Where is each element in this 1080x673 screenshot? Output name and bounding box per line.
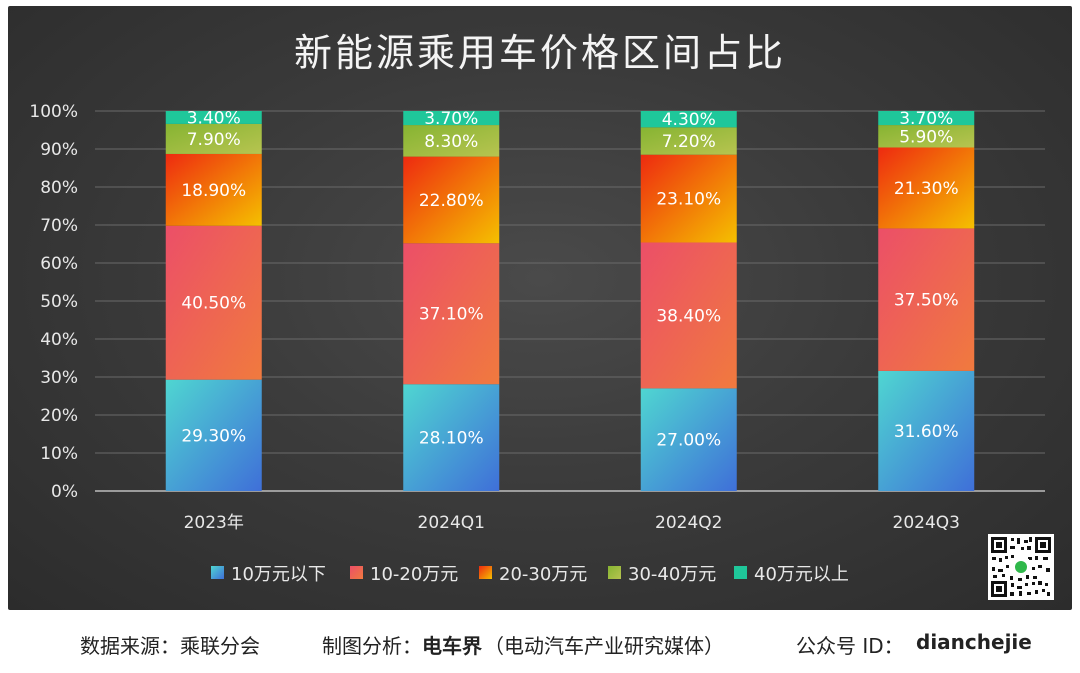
legend-swatch: [734, 566, 747, 579]
y-tick-label: 50%: [40, 292, 78, 312]
bar-segment: [878, 125, 975, 148]
data-labels: 29.30% 40.50% 18.90% 7.90%3.40% 28.10% 37.10%…: [181, 108, 958, 450]
data-label: 8.30%: [424, 132, 478, 152]
bar-segment: [640, 388, 737, 491]
bar-segment: [403, 243, 500, 385]
footer-source: 数据来源：乘联分会: [80, 634, 260, 658]
data-label: 18.90%: [181, 181, 246, 201]
y-tick-label: 40%: [40, 330, 78, 350]
data-label: 37.10%: [419, 305, 484, 325]
bar-segment: [640, 242, 737, 389]
data-label: 7.20%: [662, 132, 716, 152]
data-label: 3.40%: [187, 108, 241, 128]
x-axis-ticks: 2023年 2024Q1 2024Q2 2024Q3: [184, 513, 960, 533]
bar-segment: [165, 225, 262, 380]
data-label: 27.00%: [656, 431, 721, 451]
bar-segment: [403, 156, 500, 244]
bar-segment: [403, 384, 500, 491]
y-tick-label: 30%: [40, 368, 78, 388]
footer-account-label: 公众号 ID：: [796, 634, 904, 658]
legend-label: 20-30万元: [499, 564, 587, 585]
bar-segment: [640, 111, 737, 128]
legend: 10万元以下 10-20万元 20-30万元 30-40万元 40万元以上: [211, 564, 849, 585]
y-tick-label: 90%: [40, 140, 78, 160]
data-label: 31.60%: [894, 422, 959, 442]
legend-label: 10-20万元: [370, 564, 458, 585]
data-label: 22.80%: [419, 191, 484, 211]
chart-title: 新能源乘用车价格区间占比: [293, 31, 786, 75]
y-tick-label: 60%: [40, 254, 78, 274]
bar-segment: [878, 111, 975, 126]
data-label: 7.90%: [187, 130, 241, 150]
y-tick-label: 80%: [40, 178, 78, 198]
bar-segment: [878, 228, 975, 371]
bar-segment: [403, 125, 500, 157]
data-label: 4.30%: [662, 110, 716, 130]
y-tick-label: 70%: [40, 216, 78, 236]
bar-segment: [878, 370, 975, 491]
legend-swatch: [479, 566, 492, 579]
data-label: 28.10%: [419, 429, 484, 449]
footer-account-id: dianchejie: [916, 630, 1032, 654]
bars: [165, 111, 975, 491]
y-tick-label: 100%: [29, 102, 78, 122]
data-label: 23.10%: [656, 190, 721, 210]
bar-segment: [640, 127, 737, 155]
y-axis-ticks: 0% 10% 20% 30% 40% 50% 60% 70% 80% 90% 100%: [29, 102, 78, 502]
data-label: 29.30%: [181, 426, 246, 446]
data-label: 38.40%: [656, 306, 721, 326]
qr-code: [988, 534, 1054, 600]
bar-segment: [165, 111, 262, 124]
bar-segment: [165, 123, 262, 154]
bar-segment: [165, 153, 262, 226]
legend-label: 10万元以下: [231, 564, 326, 585]
x-tick-label: 2023年: [184, 513, 244, 533]
x-tick-label: 2024Q1: [418, 513, 485, 533]
legend-swatch: [211, 566, 224, 579]
data-label: 3.70%: [424, 109, 478, 129]
footer-made-by-name: 电车界: [422, 634, 482, 658]
bar-segment: [640, 154, 737, 243]
data-label: 5.90%: [899, 127, 953, 147]
y-tick-label: 20%: [40, 406, 78, 426]
x-tick-label: 2024Q2: [655, 513, 722, 533]
legend-label: 40万元以上: [754, 564, 849, 585]
x-tick-label: 2024Q3: [893, 513, 960, 533]
footer-made-by-desc: （电动汽车产业研究媒体）: [484, 634, 724, 658]
data-label: 37.50%: [894, 291, 959, 311]
bar-segment: [165, 379, 262, 491]
data-label: 3.70%: [899, 109, 953, 129]
data-label: 40.50%: [181, 294, 246, 314]
bar-segment: [403, 111, 500, 126]
legend-swatch: [608, 566, 621, 579]
footer-made-by-label: 制图分析：: [322, 634, 422, 658]
y-tick-label: 0%: [51, 482, 78, 502]
y-tick-label: 10%: [40, 444, 78, 464]
legend-label: 30-40万元: [628, 564, 716, 585]
data-label: 21.30%: [894, 179, 959, 199]
legend-swatch: [350, 566, 363, 579]
bar-segment: [878, 147, 975, 229]
